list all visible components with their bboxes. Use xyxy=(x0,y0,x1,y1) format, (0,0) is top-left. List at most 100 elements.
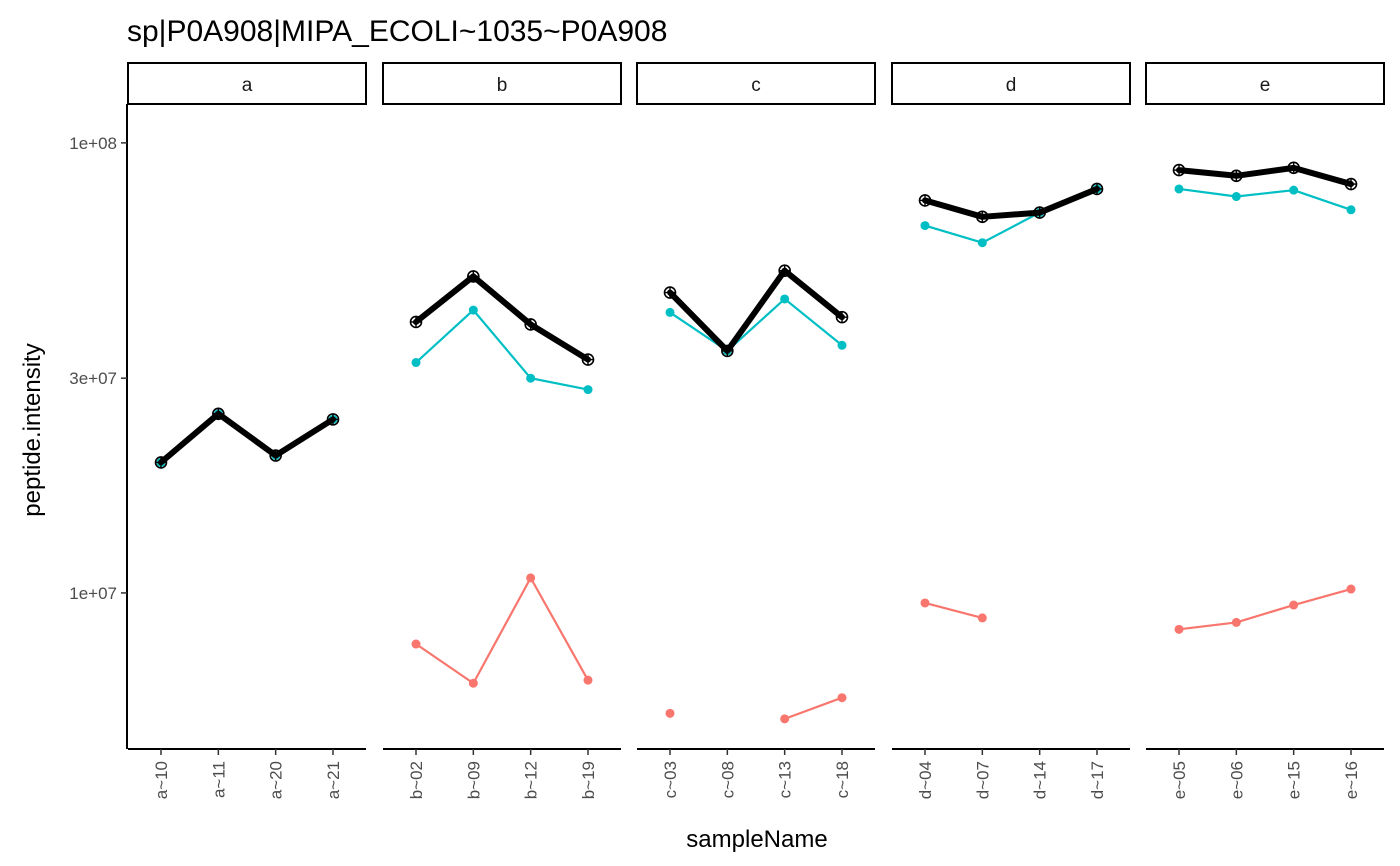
series-segment xyxy=(1292,189,1353,211)
series-segment xyxy=(1176,167,1240,179)
peptide-point xyxy=(468,678,478,688)
x-tick-label: d~14 xyxy=(1031,761,1050,799)
series-segment xyxy=(1292,587,1353,607)
peptide-series-c xyxy=(665,693,847,724)
y-tick-label: 1e+07 xyxy=(69,584,117,603)
x-tick-label: d~07 xyxy=(973,761,992,799)
facet-panel-c: c c~03 c~08 c~13 c~18 xyxy=(636,62,876,798)
peptide-series-b xyxy=(411,305,593,395)
x-tick-label: e~06 xyxy=(1227,761,1246,799)
facet-strip-label: c xyxy=(751,75,761,96)
series-segment xyxy=(1235,189,1295,198)
series-segment xyxy=(923,601,984,620)
x-tick-label: b~19 xyxy=(579,761,598,799)
peptide-series-d xyxy=(920,598,987,623)
series-segment xyxy=(1235,603,1295,624)
x-tick-label: a~21 xyxy=(324,761,343,799)
x-tick-label: a~10 xyxy=(152,761,171,799)
x-tick-label: c~08 xyxy=(718,761,737,798)
series-segment xyxy=(923,224,984,244)
y-axis-title: peptide.intensity xyxy=(19,343,46,516)
facet-strip xyxy=(382,62,622,105)
series-segment xyxy=(922,197,986,220)
facet-strip xyxy=(127,62,367,105)
peptide-point xyxy=(977,238,987,248)
peptide-series-b xyxy=(411,573,593,688)
series-segment xyxy=(529,377,590,391)
peptide-point xyxy=(920,598,930,608)
peptide-point xyxy=(780,714,790,724)
peptide-point xyxy=(468,305,478,315)
y-axis: 1e+07 3e+07 1e+08 xyxy=(69,104,128,749)
peptide-point xyxy=(1231,617,1241,627)
peptide-point xyxy=(837,693,847,703)
x-tick-label: d~17 xyxy=(1088,761,1107,799)
x-tick-label: e~05 xyxy=(1170,761,1189,799)
series-segment xyxy=(527,321,591,363)
chart-title: sp|P0A908|MIPA_ECOLI~1035~P0A908 xyxy=(127,15,667,48)
series-segment xyxy=(472,576,532,685)
series-segment xyxy=(781,267,845,321)
x-tick-label: a~11 xyxy=(209,761,228,798)
series-segment xyxy=(981,211,1041,244)
peptide-series-c xyxy=(665,294,847,356)
series-segment xyxy=(783,696,844,720)
facet-strip-label: a xyxy=(242,75,253,96)
series-segment xyxy=(1177,187,1238,198)
facet-strip xyxy=(636,62,876,105)
facet-strip xyxy=(1145,62,1385,105)
series-segment xyxy=(1036,185,1100,216)
series-segment xyxy=(414,642,475,685)
facet-strip xyxy=(891,62,1131,105)
x-tick-label: d~04 xyxy=(916,761,935,799)
peptide-point xyxy=(977,613,987,623)
peptide-point xyxy=(526,573,536,583)
series-segment xyxy=(215,410,279,459)
x-tick-label: e~16 xyxy=(1342,761,1361,799)
facet-panel-b: b b~02 b~09 b~12 b~19 xyxy=(382,62,622,799)
peptide-point xyxy=(1346,205,1356,215)
series-segment xyxy=(413,273,477,325)
x-tick-label: b~02 xyxy=(407,761,426,799)
protein-series-a xyxy=(154,407,340,469)
peptide-series-e xyxy=(1174,584,1356,634)
y-tick-label: 1e+08 xyxy=(69,134,117,153)
peptide-point xyxy=(780,294,790,304)
series-segment xyxy=(529,576,590,682)
peptide-point xyxy=(583,385,593,395)
peptide-point xyxy=(1174,624,1184,634)
peptide-point xyxy=(1231,192,1241,202)
series-segment xyxy=(667,289,731,354)
series-segment xyxy=(979,209,1043,220)
peptide-point xyxy=(837,340,847,350)
x-tick-label: e~15 xyxy=(1285,761,1304,799)
x-tick-label: c~18 xyxy=(833,761,852,798)
peptide-point xyxy=(411,639,421,649)
peptide-point xyxy=(665,307,675,317)
peptide-series-e xyxy=(1174,184,1356,215)
series-segment xyxy=(470,273,534,328)
facet-strip-label: b xyxy=(497,75,508,96)
protein-series-e xyxy=(1172,161,1358,191)
peptide-point xyxy=(1174,184,1184,194)
series-segment xyxy=(783,297,844,347)
series-segment xyxy=(472,309,532,380)
facet-strip-label: e xyxy=(1260,75,1271,96)
series-segment xyxy=(272,416,336,459)
x-tick-label: b~12 xyxy=(522,761,541,799)
protein-series-d xyxy=(918,182,1104,224)
peptide-point xyxy=(411,358,421,368)
facet-strip-label: d xyxy=(1006,75,1017,96)
peptide-point xyxy=(526,373,536,383)
peptide-point xyxy=(1289,600,1299,610)
x-axis-title: sampleName xyxy=(686,826,827,853)
protein-series-c xyxy=(663,264,849,358)
series-segment xyxy=(158,410,222,466)
peptide-point xyxy=(583,675,593,685)
peptide-point xyxy=(920,221,930,231)
series-segment xyxy=(1233,164,1297,179)
series-segment xyxy=(1290,164,1354,188)
